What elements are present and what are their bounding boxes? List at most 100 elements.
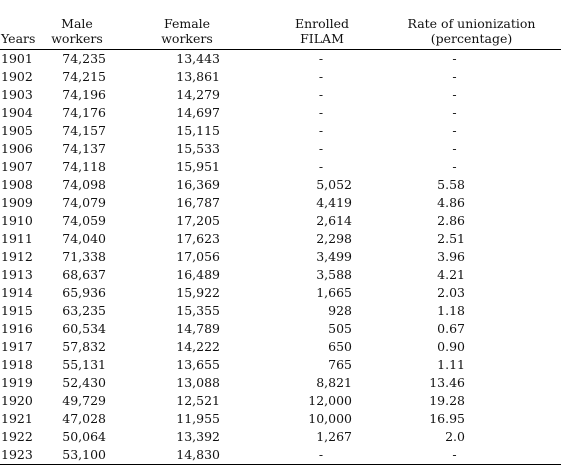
table-row: 1910 74,059 17,205 2,614 2.86 [0,212,561,230]
cell-year: 1913 [1,266,33,282]
table-row: 1905 74,157 15,115 - - [0,122,561,140]
cell-enrolled-filam: 4,419 [316,194,352,210]
cell-enrolled-filam: - [318,446,324,462]
table-row: 1916 60,534 14,789 505 0.67 [0,320,561,338]
table-row: 1907 74,118 15,951 - - [0,158,561,176]
cell-female-workers: 14,697 [176,104,220,120]
cell-enrolled-filam: 928 [328,302,352,318]
table-row: 1919 52,430 13,088 8,821 13.46 [0,374,561,392]
cell-rate: 1.18 [437,302,465,318]
cell-year: 1903 [1,86,33,102]
cell-male-workers: 71,338 [62,248,106,264]
header-line: workers [161,30,213,46]
cell-enrolled-filam: 8,821 [316,374,352,390]
cell-male-workers: 65,936 [62,284,106,300]
table-row: 1923 53,100 14,830 - - [0,446,561,465]
table-row: 1904 74,176 14,697 - - [0,104,561,122]
cell-female-workers: 15,115 [176,122,220,138]
header-years: Years [0,0,42,49]
table-body: 1901 74,235 13,443- -1902 74,215 13,861- -1903… [0,50,561,465]
cell-female-workers: 14,789 [176,320,220,336]
cell-year: 1912 [1,248,33,264]
cell-rate: - [452,158,457,174]
cell-year: 1904 [1,104,33,120]
cell-enrolled-filam: - [318,140,324,156]
cell-rate: 2.03 [437,284,465,300]
header-enrolled-filam: Enrolled FILAM [262,0,382,49]
cell-enrolled-filam: 5,052 [316,176,352,192]
cell-enrolled-filam: 765 [328,356,352,372]
header-line: Female [163,15,211,31]
cell-enrolled-filam: - [318,104,324,120]
table-row: 1903 74,196 14,279 - - [0,86,561,104]
cell-rate: - [452,122,457,138]
table-row: 1922 50,064 13,392 1,267 2.0 [0,428,561,446]
cell-female-workers: 16,787 [176,194,220,210]
cell-year: 1923 [1,446,33,462]
cell-female-workers: 17,623 [176,230,220,246]
cell-year: 1911 [1,230,33,246]
cell-female-workers: 13,443 [176,50,220,66]
cell-rate: - [452,50,457,66]
cell-male-workers: 74,157 [62,122,106,138]
cell-female-workers: 17,205 [176,212,220,228]
header-rate-of-unionization: Rate of unionization (percentage) [382,0,561,49]
table-row: 1902 74,215 13,861 - - [0,68,561,86]
cell-year: 1906 [1,140,33,156]
cell-female-workers: 13,088 [176,374,220,390]
cell-rate: 16.95 [429,410,465,426]
table-row: 1911 74,040 17,623 2,298 2.51 [0,230,561,248]
cell-rate: 2.0 [445,428,465,444]
cell-year: 1916 [1,320,33,336]
cell-male-workers: 74,059 [62,212,106,228]
cell-male-workers: 63,235 [62,302,106,318]
cell-year: 1922 [1,428,33,444]
cell-year: 1915 [1,302,33,318]
cell-enrolled-filam: - [318,68,324,84]
cell-enrolled-filam: 650 [328,338,352,354]
cell-rate: 1.11 [437,356,465,372]
cell-female-workers: 15,533 [176,140,220,156]
cell-enrolled-filam: - [318,122,324,138]
cell-rate: 2.86 [437,212,465,228]
cell-enrolled-filam: 12,000 [308,392,352,408]
cell-year: 1901 [1,50,33,66]
cell-male-workers: 49,729 [62,392,106,408]
cell-female-workers: 11,955 [176,410,220,426]
cell-year: 1921 [1,410,33,426]
table-row: 1921 47,028 11,955 10,000 16.95 [0,410,561,428]
cell-male-workers: 74,118 [62,158,106,174]
cell-female-workers: 15,922 [176,284,220,300]
cell-male-workers: 55,131 [62,356,106,372]
cell-year: 1907 [1,158,33,174]
cell-female-workers: 13,392 [176,428,220,444]
cell-female-workers: 15,355 [176,302,220,318]
header-line: FILAM [300,30,344,46]
cell-male-workers: 74,079 [62,194,106,210]
cell-male-workers: 68,637 [62,266,106,282]
cell-male-workers: 74,176 [62,104,106,120]
header-line: workers [51,30,103,46]
table-row: 1913 68,637 16,489 3,588 4.21 [0,266,561,284]
table-row: 1906 74,137 15,533 - - [0,140,561,158]
cell-enrolled-filam: - [318,158,324,174]
cell-male-workers: 74,040 [62,230,106,246]
cell-female-workers: 15,951 [176,158,220,174]
header-line: Enrolled [294,15,350,31]
cell-rate: - [452,446,457,462]
header-line: Years [1,30,36,46]
cell-year: 1910 [1,212,33,228]
table-header: Years Male workers Female workers Enrolled FIL… [0,0,561,50]
cell-year: 1919 [1,374,33,390]
cell-male-workers: 74,235 [62,50,106,66]
cell-male-workers: 57,832 [62,338,106,354]
cell-year: 1905 [1,122,33,138]
cell-rate: - [452,86,457,102]
table-row: 1908 74,098 16,369 5,052 5.58 [0,176,561,194]
cell-year: 1908 [1,176,33,192]
cell-female-workers: 16,369 [176,176,220,192]
cell-male-workers: 53,100 [62,446,106,462]
cell-rate: 4.21 [437,266,465,282]
cell-year: 1909 [1,194,33,210]
